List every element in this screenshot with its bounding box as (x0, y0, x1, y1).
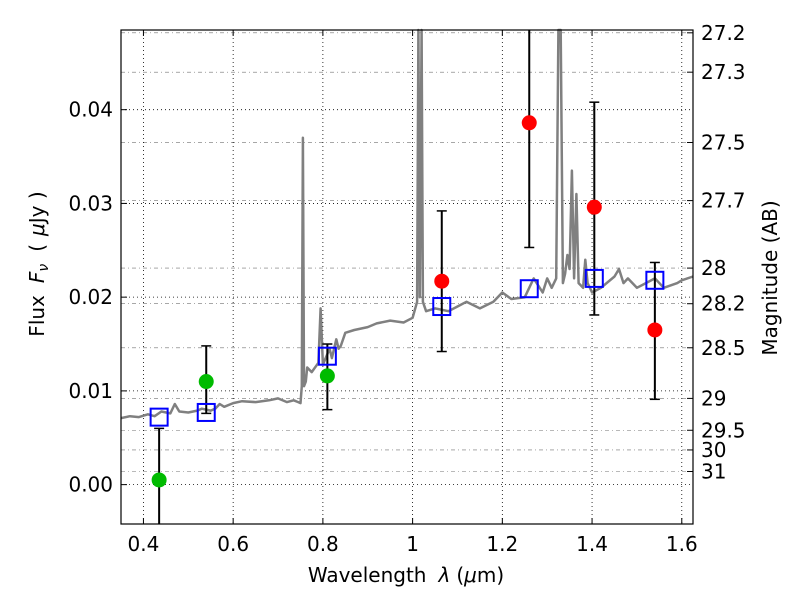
magnitude-tick-label: 28.2 (701, 292, 746, 316)
spectrum-line (120, 28, 694, 420)
x-tick-label: 1.6 (666, 532, 698, 556)
model-square (432, 297, 452, 317)
x-tick-label: 1.4 (576, 532, 608, 556)
y-tick-label: 0.01 (68, 379, 113, 403)
x-tick-label: 0.6 (217, 532, 249, 556)
x-axis-label: Wavelength λ (μm) (308, 563, 504, 587)
model-square (196, 402, 216, 422)
magnitude-tick-label: 29.5 (701, 418, 746, 442)
model-square (317, 346, 337, 366)
model-square (584, 268, 604, 288)
magnitude-tick-label: 28.5 (701, 336, 746, 360)
data-point (521, 115, 537, 131)
magnitude-tick-label: 29 (701, 386, 726, 410)
magnitude-tick-label: 31 (701, 460, 726, 484)
x-tick-label: 1 (406, 532, 419, 556)
model-square (149, 407, 169, 427)
data-point (319, 368, 335, 384)
y-tick-label: 0.02 (68, 285, 113, 309)
detection-points (151, 115, 663, 488)
y-axis-label: FluxFν(μJy ) (25, 191, 52, 336)
x-tick-label: 1.2 (486, 532, 518, 556)
y-tick-label: 0.03 (68, 191, 113, 215)
x-tick-label: 0.4 (128, 532, 160, 556)
model-square (645, 270, 665, 290)
data-point (198, 374, 214, 390)
x-ticks: 0.4 0.6 0.8 1 1.2 1.4 1.6 (128, 30, 698, 556)
x-tick-label: 0.8 (307, 532, 339, 556)
magnitude-axis-label: Magnitude (AB) (758, 200, 782, 355)
y-tick-label: 0.04 (68, 98, 113, 122)
plot-frame (120, 29, 694, 525)
data-point (434, 273, 450, 289)
data-point (647, 322, 663, 338)
magnitude-tick-label: 30 (701, 438, 726, 462)
magnitude-tick-label: 27.3 (701, 60, 746, 84)
y-ticks: 0.00 0.01 0.02 0.03 0.04 (68, 98, 127, 497)
magnitude-tick-label: 27.7 (701, 189, 746, 213)
magnitude-tick-label: 28 (701, 256, 726, 280)
magnitude-tick-label: 27.5 (701, 130, 746, 154)
y-tick-label: 0.00 (68, 473, 113, 497)
spectrum-layer (120, 28, 694, 420)
model-square (519, 279, 539, 299)
data-point (151, 472, 167, 488)
data-point (586, 199, 602, 215)
magnitude-tick-label: 27.2 (701, 21, 746, 45)
model-points (149, 268, 665, 427)
